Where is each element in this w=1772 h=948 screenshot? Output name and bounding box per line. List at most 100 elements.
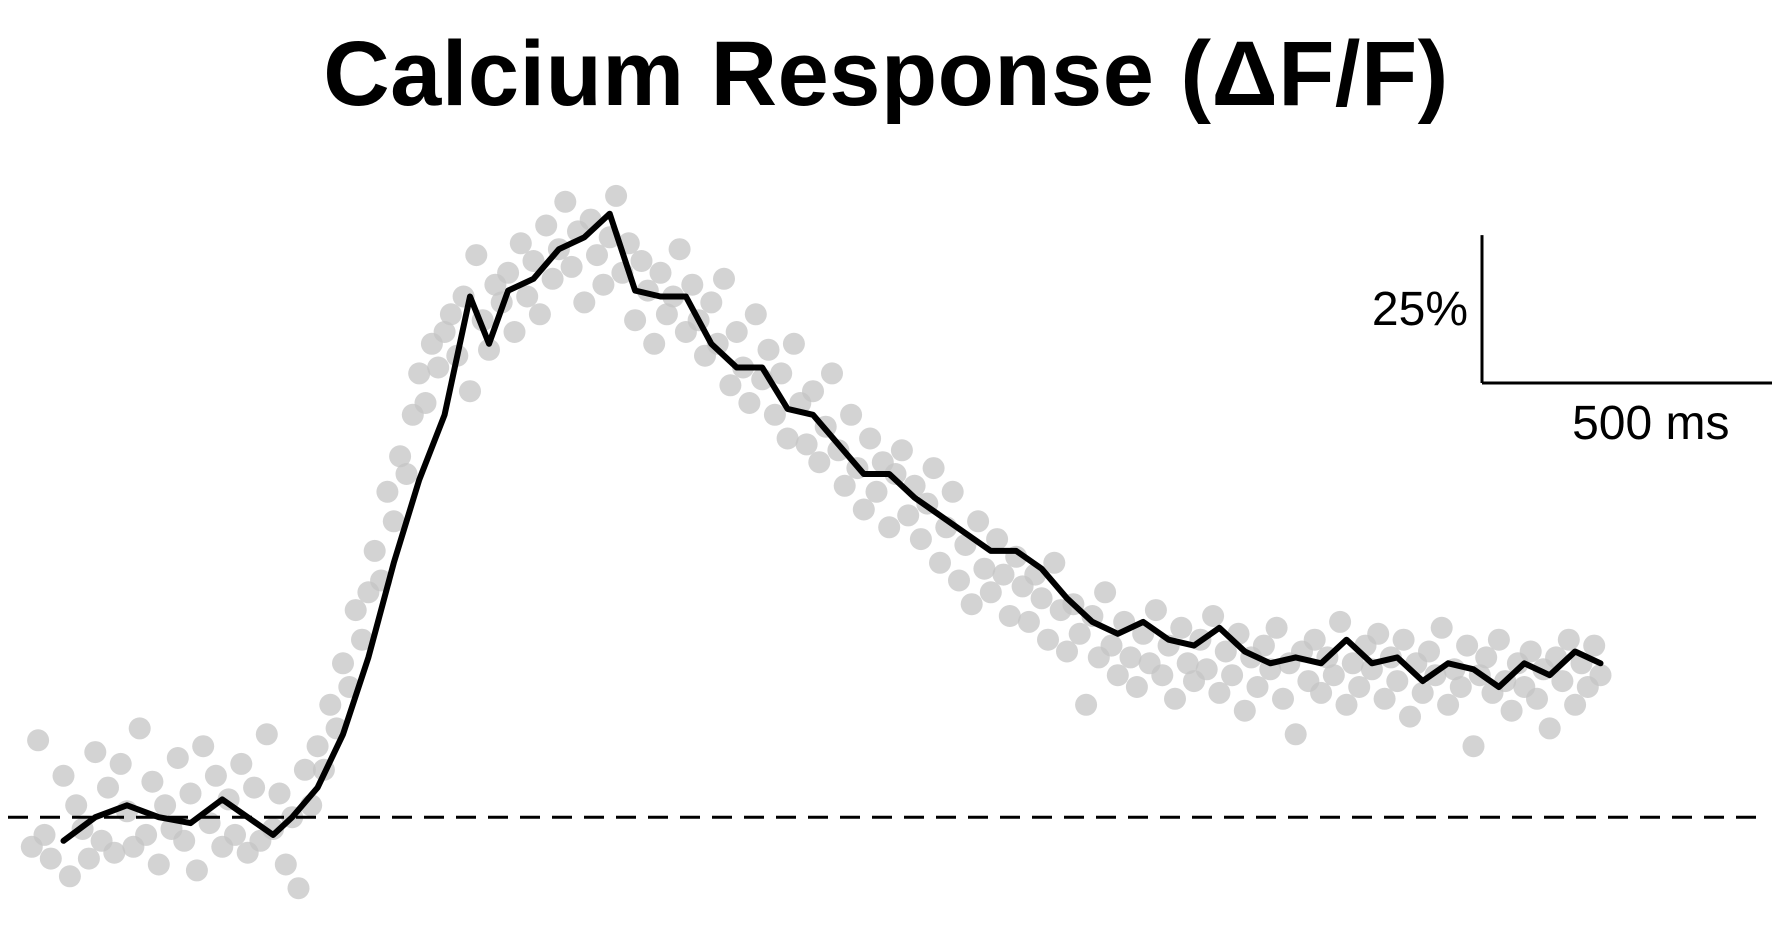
data-point: [668, 238, 691, 261]
data-point: [1272, 687, 1294, 710]
data-point: [1125, 676, 1148, 698]
data-point: [573, 291, 596, 314]
data-point: [1221, 664, 1244, 687]
data-point: [33, 823, 56, 846]
data-point: [1430, 616, 1453, 639]
data-point: [878, 516, 901, 539]
data-point: [147, 853, 170, 876]
data-point: [154, 794, 177, 817]
data-point: [973, 557, 996, 580]
data-point: [351, 628, 373, 651]
data-point: [922, 457, 945, 480]
data-point: [65, 794, 88, 817]
data-point: [135, 823, 158, 846]
data-point: [1456, 634, 1479, 657]
data-point: [497, 261, 520, 284]
data-point: [592, 273, 615, 296]
data-point: [1202, 605, 1225, 627]
data-point: [1195, 658, 1218, 681]
scale-bar: 25% 500 ms: [1372, 235, 1772, 450]
data-point: [293, 758, 316, 781]
data-point: [833, 474, 856, 497]
data-point: [719, 374, 742, 397]
data-point: [802, 380, 824, 403]
data-point: [1170, 616, 1193, 639]
scale-bar-x-label: 500 ms: [1572, 397, 1729, 450]
data-point: [929, 551, 951, 574]
data-point: [897, 504, 920, 527]
data-point: [173, 829, 196, 852]
data-point: [1462, 735, 1485, 758]
data-point: [1538, 717, 1561, 740]
data-point: [541, 267, 564, 290]
data-point: [1589, 664, 1612, 687]
data-point: [1386, 670, 1409, 693]
data-point: [1164, 687, 1186, 710]
data-point: [230, 752, 253, 775]
data-point: [1348, 676, 1371, 698]
data-point: [744, 303, 767, 326]
data-point: [1335, 693, 1358, 716]
data-point: [998, 605, 1021, 627]
data-point: [1303, 628, 1326, 651]
data-point: [1392, 628, 1415, 651]
data-point: [909, 528, 932, 551]
data-point: [166, 747, 189, 769]
data-point: [363, 539, 386, 562]
data-point: [509, 232, 532, 255]
data-point: [1144, 599, 1167, 622]
data-point: [1557, 628, 1580, 651]
data-point: [776, 427, 799, 450]
data-point: [808, 451, 831, 474]
data-point: [1583, 634, 1606, 657]
data-point: [941, 480, 964, 503]
data-point: [1341, 652, 1364, 675]
data-point: [713, 267, 735, 290]
data-point: [624, 309, 647, 332]
data-point: [967, 510, 990, 533]
data-point: [757, 338, 780, 361]
data-point: [1322, 664, 1345, 687]
data-point: [287, 877, 310, 900]
data-point: [763, 403, 786, 426]
data-point: [1399, 705, 1421, 728]
data-point: [204, 764, 227, 787]
data-point: [890, 439, 913, 462]
data-point: [681, 273, 704, 296]
data-point: [522, 250, 545, 272]
data-point: [478, 338, 500, 361]
data-point: [865, 480, 888, 503]
data-point: [859, 427, 882, 450]
data-point: [389, 445, 412, 468]
data-point: [1106, 664, 1129, 687]
data-point: [948, 569, 970, 592]
data-point: [782, 332, 805, 355]
data-point: [39, 847, 62, 870]
data-point: [306, 735, 329, 758]
data-point: [725, 321, 748, 343]
data-point: [1246, 676, 1269, 698]
data-point: [1176, 652, 1199, 675]
data-point: [408, 362, 431, 385]
data-point: [427, 356, 450, 379]
data-point: [1551, 670, 1574, 693]
data-point: [433, 321, 456, 343]
data-point: [884, 463, 907, 485]
data-point: [1310, 681, 1333, 704]
data-point: [1329, 610, 1352, 633]
data-point: [528, 303, 551, 326]
data-point: [1214, 640, 1237, 663]
data-point: [643, 332, 666, 355]
data-point: [395, 463, 418, 485]
data-point: [960, 593, 983, 616]
data-point: [1487, 628, 1510, 651]
data-point: [1265, 616, 1288, 639]
data-point: [706, 332, 729, 355]
data-point: [821, 362, 843, 385]
data-point: [1056, 640, 1078, 663]
data-point: [1500, 699, 1523, 722]
data-point: [1043, 551, 1066, 574]
scale-bar-y-label: 25%: [1372, 283, 1468, 336]
data-point: [1119, 646, 1142, 669]
